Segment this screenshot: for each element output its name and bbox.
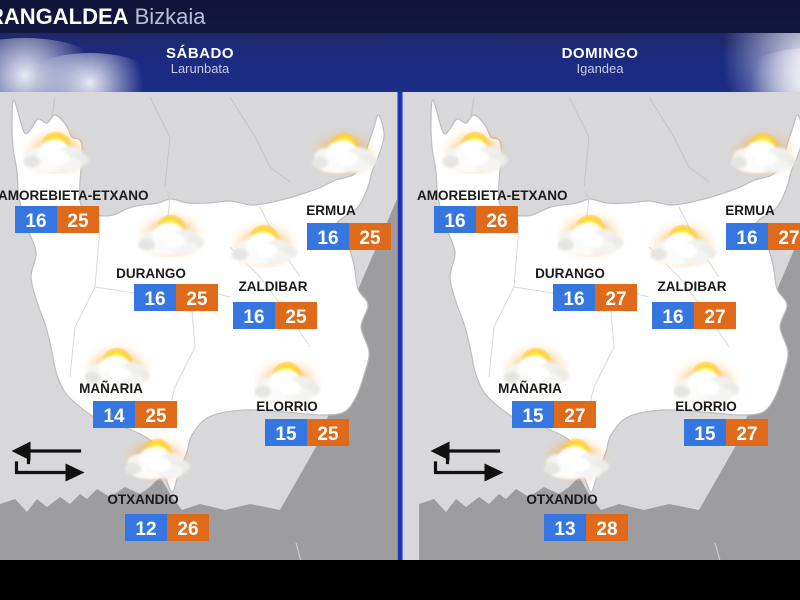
svg-text:16: 16	[25, 211, 46, 232]
svg-text:DURANGO: DURANGO	[116, 266, 186, 281]
svg-text:AMOREBIETA-ETXANO: AMOREBIETA-ETXANO	[0, 188, 149, 203]
svg-text:27: 27	[704, 307, 725, 328]
svg-text:15: 15	[522, 406, 544, 427]
svg-text:25: 25	[186, 289, 208, 310]
svg-text:28: 28	[596, 519, 617, 540]
svg-text:ERMUA: ERMUA	[725, 203, 775, 218]
svg-text:25: 25	[317, 424, 339, 445]
svg-text:15: 15	[275, 424, 297, 445]
svg-text:26: 26	[486, 211, 507, 232]
svg-text:16: 16	[736, 228, 757, 249]
svg-text:16: 16	[563, 289, 584, 310]
svg-text:16: 16	[662, 307, 683, 328]
svg-text:16: 16	[317, 228, 338, 249]
svg-text:16: 16	[243, 307, 264, 328]
svg-text:14: 14	[103, 406, 125, 427]
svg-text:MAÑARIA: MAÑARIA	[498, 381, 562, 396]
svg-text:15: 15	[694, 424, 716, 445]
svg-text:OTXANDIO: OTXANDIO	[107, 492, 178, 507]
svg-text:25: 25	[145, 406, 167, 427]
svg-text:26: 26	[177, 519, 198, 540]
svg-text:25: 25	[359, 228, 381, 249]
svg-text:25: 25	[285, 307, 307, 328]
svg-text:MAÑARIA: MAÑARIA	[79, 381, 143, 396]
svg-text:ZALDIBAR: ZALDIBAR	[658, 279, 727, 294]
svg-text:ERMUA: ERMUA	[306, 203, 356, 218]
svg-text:25: 25	[67, 211, 89, 232]
svg-text:ELORRIO: ELORRIO	[256, 399, 318, 414]
svg-text:27: 27	[564, 406, 585, 427]
svg-text:OTXANDIO: OTXANDIO	[526, 492, 597, 507]
svg-text:27: 27	[736, 424, 757, 445]
svg-text:ELORRIO: ELORRIO	[675, 399, 737, 414]
svg-text:12: 12	[135, 519, 156, 540]
svg-text:27: 27	[605, 289, 626, 310]
svg-text:13: 13	[554, 519, 575, 540]
svg-text:AMOREBIETA-ETXANO: AMOREBIETA-ETXANO	[417, 188, 568, 203]
svg-text:DURANGO: DURANGO	[535, 266, 605, 281]
svg-text:16: 16	[144, 289, 165, 310]
svg-text:16: 16	[444, 211, 465, 232]
svg-text:27: 27	[778, 228, 799, 249]
svg-text:ZALDIBAR: ZALDIBAR	[239, 279, 308, 294]
